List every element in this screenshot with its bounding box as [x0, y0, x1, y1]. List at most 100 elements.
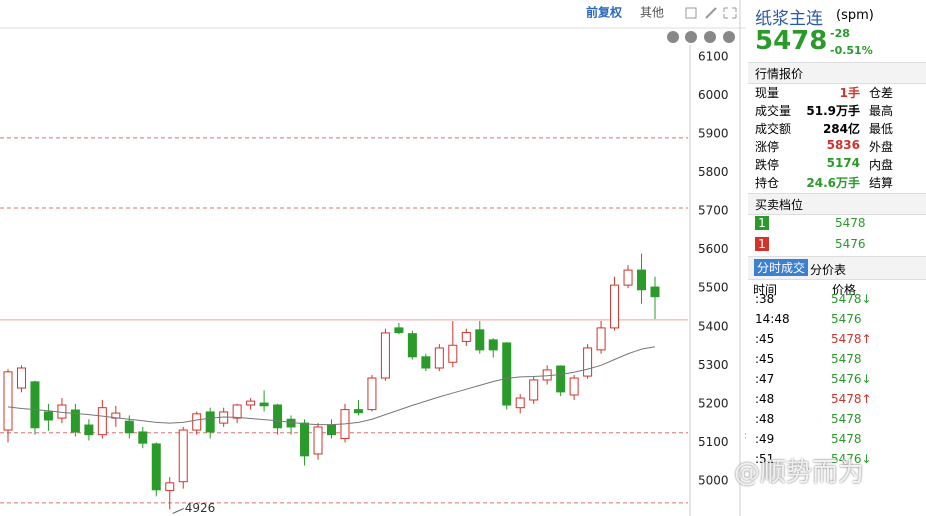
zoom-in[interactable]	[685, 31, 697, 43]
y-tick-label: 5900	[698, 127, 729, 141]
trade-price: 5476↓	[831, 372, 872, 386]
candle-body	[407, 333, 417, 358]
section-bg	[748, 193, 926, 215]
quote-value: 51.9万手	[806, 104, 860, 118]
close[interactable]	[723, 31, 735, 43]
trade-price: 5478	[831, 432, 862, 446]
quote-label: 最高	[869, 104, 894, 118]
ma-line	[7, 346, 656, 426]
code: (spm)	[836, 8, 874, 23]
draw-icon[interactable]	[705, 7, 717, 19]
book-level: 1	[755, 216, 769, 230]
trade-time: :38	[755, 292, 775, 306]
candle-body	[610, 284, 620, 329]
annotation-arrow	[172, 507, 184, 514]
trade-time: :47	[755, 372, 775, 386]
candle-body	[30, 381, 40, 429]
grid-icon[interactable]	[685, 7, 697, 19]
trade-header: 价格	[832, 283, 857, 297]
quote-value: 24.6万手	[806, 176, 860, 190]
candle-body	[421, 356, 431, 369]
quote-value: 284亿	[822, 122, 860, 136]
candle-body	[637, 269, 647, 291]
section-title: 买卖档位	[755, 198, 804, 212]
fullscreen-icon[interactable]	[723, 7, 737, 19]
y-tick-label: 5200	[698, 396, 729, 410]
quote-panel: 纸浆主连 (spm) 5478 -28 -0.51% 行情报价 现量 1手 仓差 成交量 51.9万…	[748, 0, 926, 516]
candle-body	[583, 347, 593, 377]
book-level: 1	[755, 237, 769, 251]
trade-price: 5478↓	[831, 292, 872, 306]
toolbar	[0, 0, 746, 28]
candle-body	[367, 377, 377, 411]
section-bg	[748, 62, 926, 84]
annotation: 4926	[185, 501, 216, 515]
y-tick-label: 5700	[698, 204, 729, 218]
quote-label: 最低	[869, 122, 894, 136]
tab[interactable]: 分时成交	[754, 259, 809, 276]
candle-body	[488, 339, 498, 351]
quote-label: 涨停	[755, 140, 780, 154]
candle-body	[97, 407, 107, 436]
candle-body	[259, 402, 269, 407]
candle-body	[165, 482, 175, 492]
other-menu[interactable]: 其他	[640, 6, 664, 20]
quote-label: 仓差	[869, 86, 894, 100]
candle-body	[84, 424, 94, 436]
trade-header: 时间	[753, 283, 778, 297]
trade-price: 5478	[831, 352, 862, 366]
candle-body	[70, 409, 80, 433]
candle-body	[475, 329, 485, 351]
trade-price: 5478↑	[831, 392, 872, 406]
trade-time: :48	[755, 412, 775, 426]
tab[interactable]: 分价表	[810, 263, 847, 277]
candle-body	[138, 431, 148, 444]
candle-body	[353, 409, 363, 414]
trade-time: :45	[755, 332, 775, 346]
collapse-arrow[interactable]: ›	[744, 429, 746, 443]
candle-body	[650, 286, 660, 298]
candle-body	[192, 413, 202, 431]
trade-price: 5478	[831, 412, 862, 426]
candle-body	[327, 424, 336, 436]
quote-value: 5174	[826, 156, 860, 170]
name: 纸浆主连	[755, 9, 823, 29]
book-price: 5476	[835, 237, 866, 251]
candle-body	[448, 344, 458, 363]
candle-body	[623, 269, 633, 286]
y-tick-label: 6100	[698, 49, 729, 63]
candle-body	[529, 379, 539, 401]
quote-label: 内盘	[869, 158, 894, 172]
trade-time: :49	[755, 432, 775, 446]
quote-label: 结算	[869, 176, 894, 190]
y-tick-label: 5100	[698, 435, 729, 449]
candle-body	[246, 400, 256, 406]
change: -28	[830, 27, 850, 40]
trade-time: :45	[755, 352, 775, 366]
y-tick-label: 5500	[698, 281, 729, 295]
trade-time: 14:48	[755, 312, 790, 326]
trade-time: :48	[755, 392, 775, 406]
candle-body	[43, 411, 53, 421]
candle-body	[16, 367, 26, 389]
trade-price: 5476↓	[831, 452, 872, 466]
settings[interactable]	[704, 31, 716, 43]
adjust-menu[interactable]: 前复权	[586, 5, 623, 20]
candle-body	[596, 327, 606, 351]
section-title: 行情报价	[755, 67, 804, 81]
candle-body	[556, 365, 566, 393]
y-tick-label: 6000	[698, 88, 729, 102]
book-price: 5478	[835, 216, 866, 230]
quote-label: 外盘	[869, 140, 894, 154]
y-tick-label: 5000	[698, 473, 729, 487]
change-pct: -0.51%	[830, 44, 873, 57]
y-tick-label: 5800	[698, 165, 729, 179]
candle-body	[313, 426, 323, 455]
zoom-out[interactable]	[667, 31, 679, 43]
y-tick-label: 5600	[698, 242, 729, 256]
quote-value: 5836	[826, 138, 860, 152]
watermark: @顺势而为	[734, 458, 865, 488]
chart: 前复权 其他 › 5000 5100 5200 5300 5400 5500 5600 570…	[0, 0, 746, 516]
candle-body	[380, 332, 390, 379]
